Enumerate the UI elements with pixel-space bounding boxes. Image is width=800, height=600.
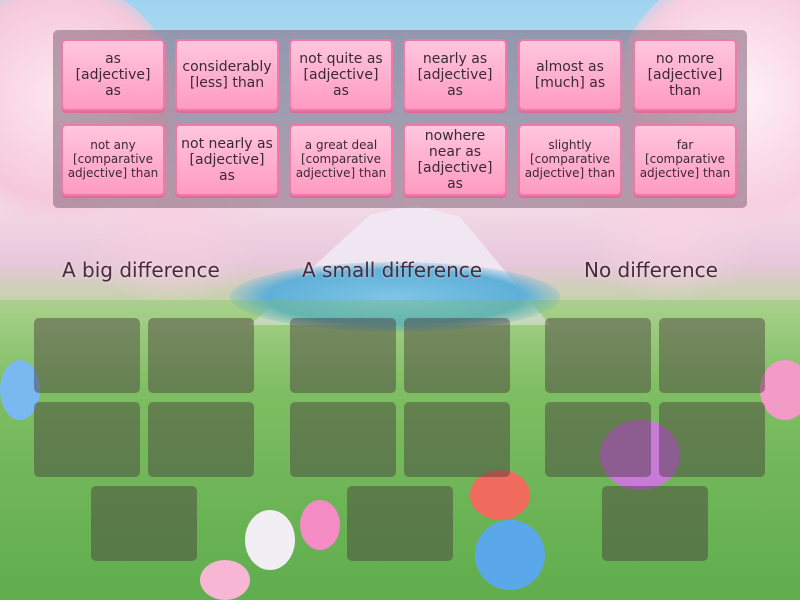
drop-slot-none-1[interactable]: [545, 318, 651, 393]
card-far-than[interactable]: far [comparative adjective] than: [633, 124, 737, 196]
card-nowhere-near-as[interactable]: nowhere near as [adjective] as: [403, 124, 507, 196]
drop-slot-small-1[interactable]: [290, 318, 396, 393]
drop-slot-small-3[interactable]: [290, 402, 396, 477]
card-slightly-than[interactable]: slightly [comparative adjective] than: [518, 124, 622, 196]
drop-slot-small-5[interactable]: [347, 486, 453, 561]
drop-slot-big-1[interactable]: [34, 318, 140, 393]
card-not-quite-as[interactable]: not quite as [adjective] as: [289, 39, 393, 111]
flower-blue-icon: [0, 360, 40, 420]
flower-blue-icon-2: [475, 520, 545, 590]
drop-slot-small-2[interactable]: [404, 318, 510, 393]
flower-white-icon: [245, 510, 295, 570]
flower-pink-icon-3: [200, 560, 250, 600]
card-nearly-as[interactable]: nearly as [adjective] as: [403, 39, 507, 111]
drop-slot-big-3[interactable]: [34, 402, 140, 477]
card-not-any-than[interactable]: not any [comparative adjective] than: [61, 124, 165, 196]
card-no-more-than[interactable]: no more [adjective] than: [633, 39, 737, 111]
drop-slot-small-4[interactable]: [404, 402, 510, 477]
category-title-small: A small difference: [302, 258, 483, 282]
category-title-big: A big difference: [62, 258, 220, 282]
flower-purple-icon: [600, 420, 680, 490]
drop-slot-big-5[interactable]: [91, 486, 197, 561]
card-as-adjective-as[interactable]: as [adjective] as: [61, 39, 165, 111]
drop-slot-none-4[interactable]: [659, 402, 765, 477]
word-bank: as [adjective] as considerably [less] th…: [53, 30, 747, 208]
drop-slot-none-3[interactable]: [545, 402, 651, 477]
flower-red-icon: [470, 470, 530, 520]
card-not-nearly-as[interactable]: not nearly as [adjective] as: [175, 124, 279, 196]
flower-pink-icon: [760, 360, 800, 420]
drop-slot-big-4[interactable]: [148, 402, 254, 477]
drop-slot-none-5[interactable]: [602, 486, 708, 561]
drop-slot-big-2[interactable]: [148, 318, 254, 393]
flower-pink-icon-2: [300, 500, 340, 550]
card-considerably-less-than[interactable]: considerably [less] than: [175, 39, 279, 111]
category-title-none: No difference: [584, 258, 718, 282]
card-almost-as-much-as[interactable]: almost as [much] as: [518, 39, 622, 111]
card-a-great-deal-than[interactable]: a great deal [comparative adjective] tha…: [289, 124, 393, 196]
drop-slot-none-2[interactable]: [659, 318, 765, 393]
